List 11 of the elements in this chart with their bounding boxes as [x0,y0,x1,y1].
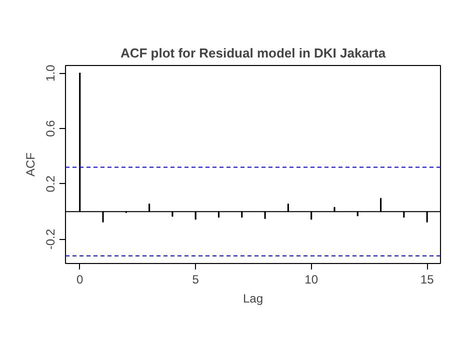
x-tick-label: 0 [76,272,84,286]
y-tick-label: 0.2 [44,175,58,192]
y-tick-label: 0.6 [44,120,58,137]
x-axis-title: Lag [242,292,264,306]
chart-title: ACF plot for Residual model in DKI Jakarta [120,46,386,60]
y-axis-title: ACF [24,152,38,176]
y-tick-label: 1.0 [44,64,58,82]
x-tick-label: 10 [304,272,318,286]
y-tick-label: -0.2 [44,228,58,250]
x-tick-label: 15 [420,272,434,286]
x-tick-label: 5 [192,272,200,286]
